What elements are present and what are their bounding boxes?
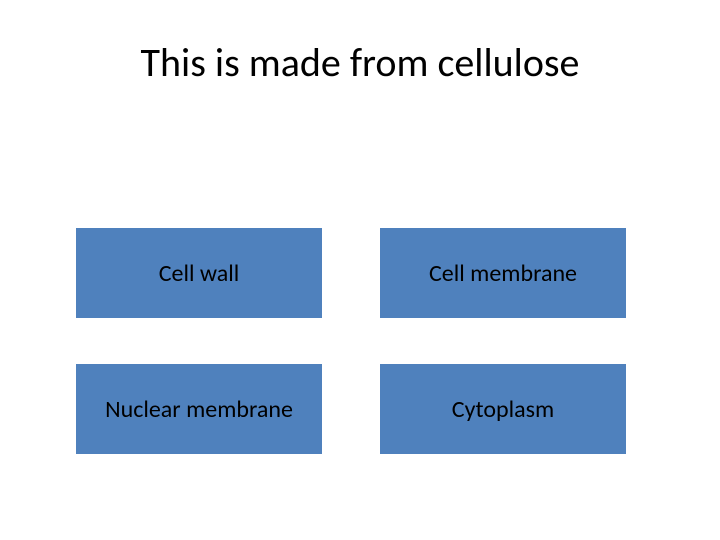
option-nuclear-membrane[interactable]: Nuclear membrane xyxy=(76,364,322,454)
option-cell-membrane[interactable]: Cell membrane xyxy=(380,228,626,318)
options-grid: Cell wall Cell membrane Nuclear membrane… xyxy=(76,228,626,454)
option-cytoplasm[interactable]: Cytoplasm xyxy=(380,364,626,454)
option-cell-wall[interactable]: Cell wall xyxy=(76,228,322,318)
question-title: This is made from cellulose xyxy=(0,38,720,87)
